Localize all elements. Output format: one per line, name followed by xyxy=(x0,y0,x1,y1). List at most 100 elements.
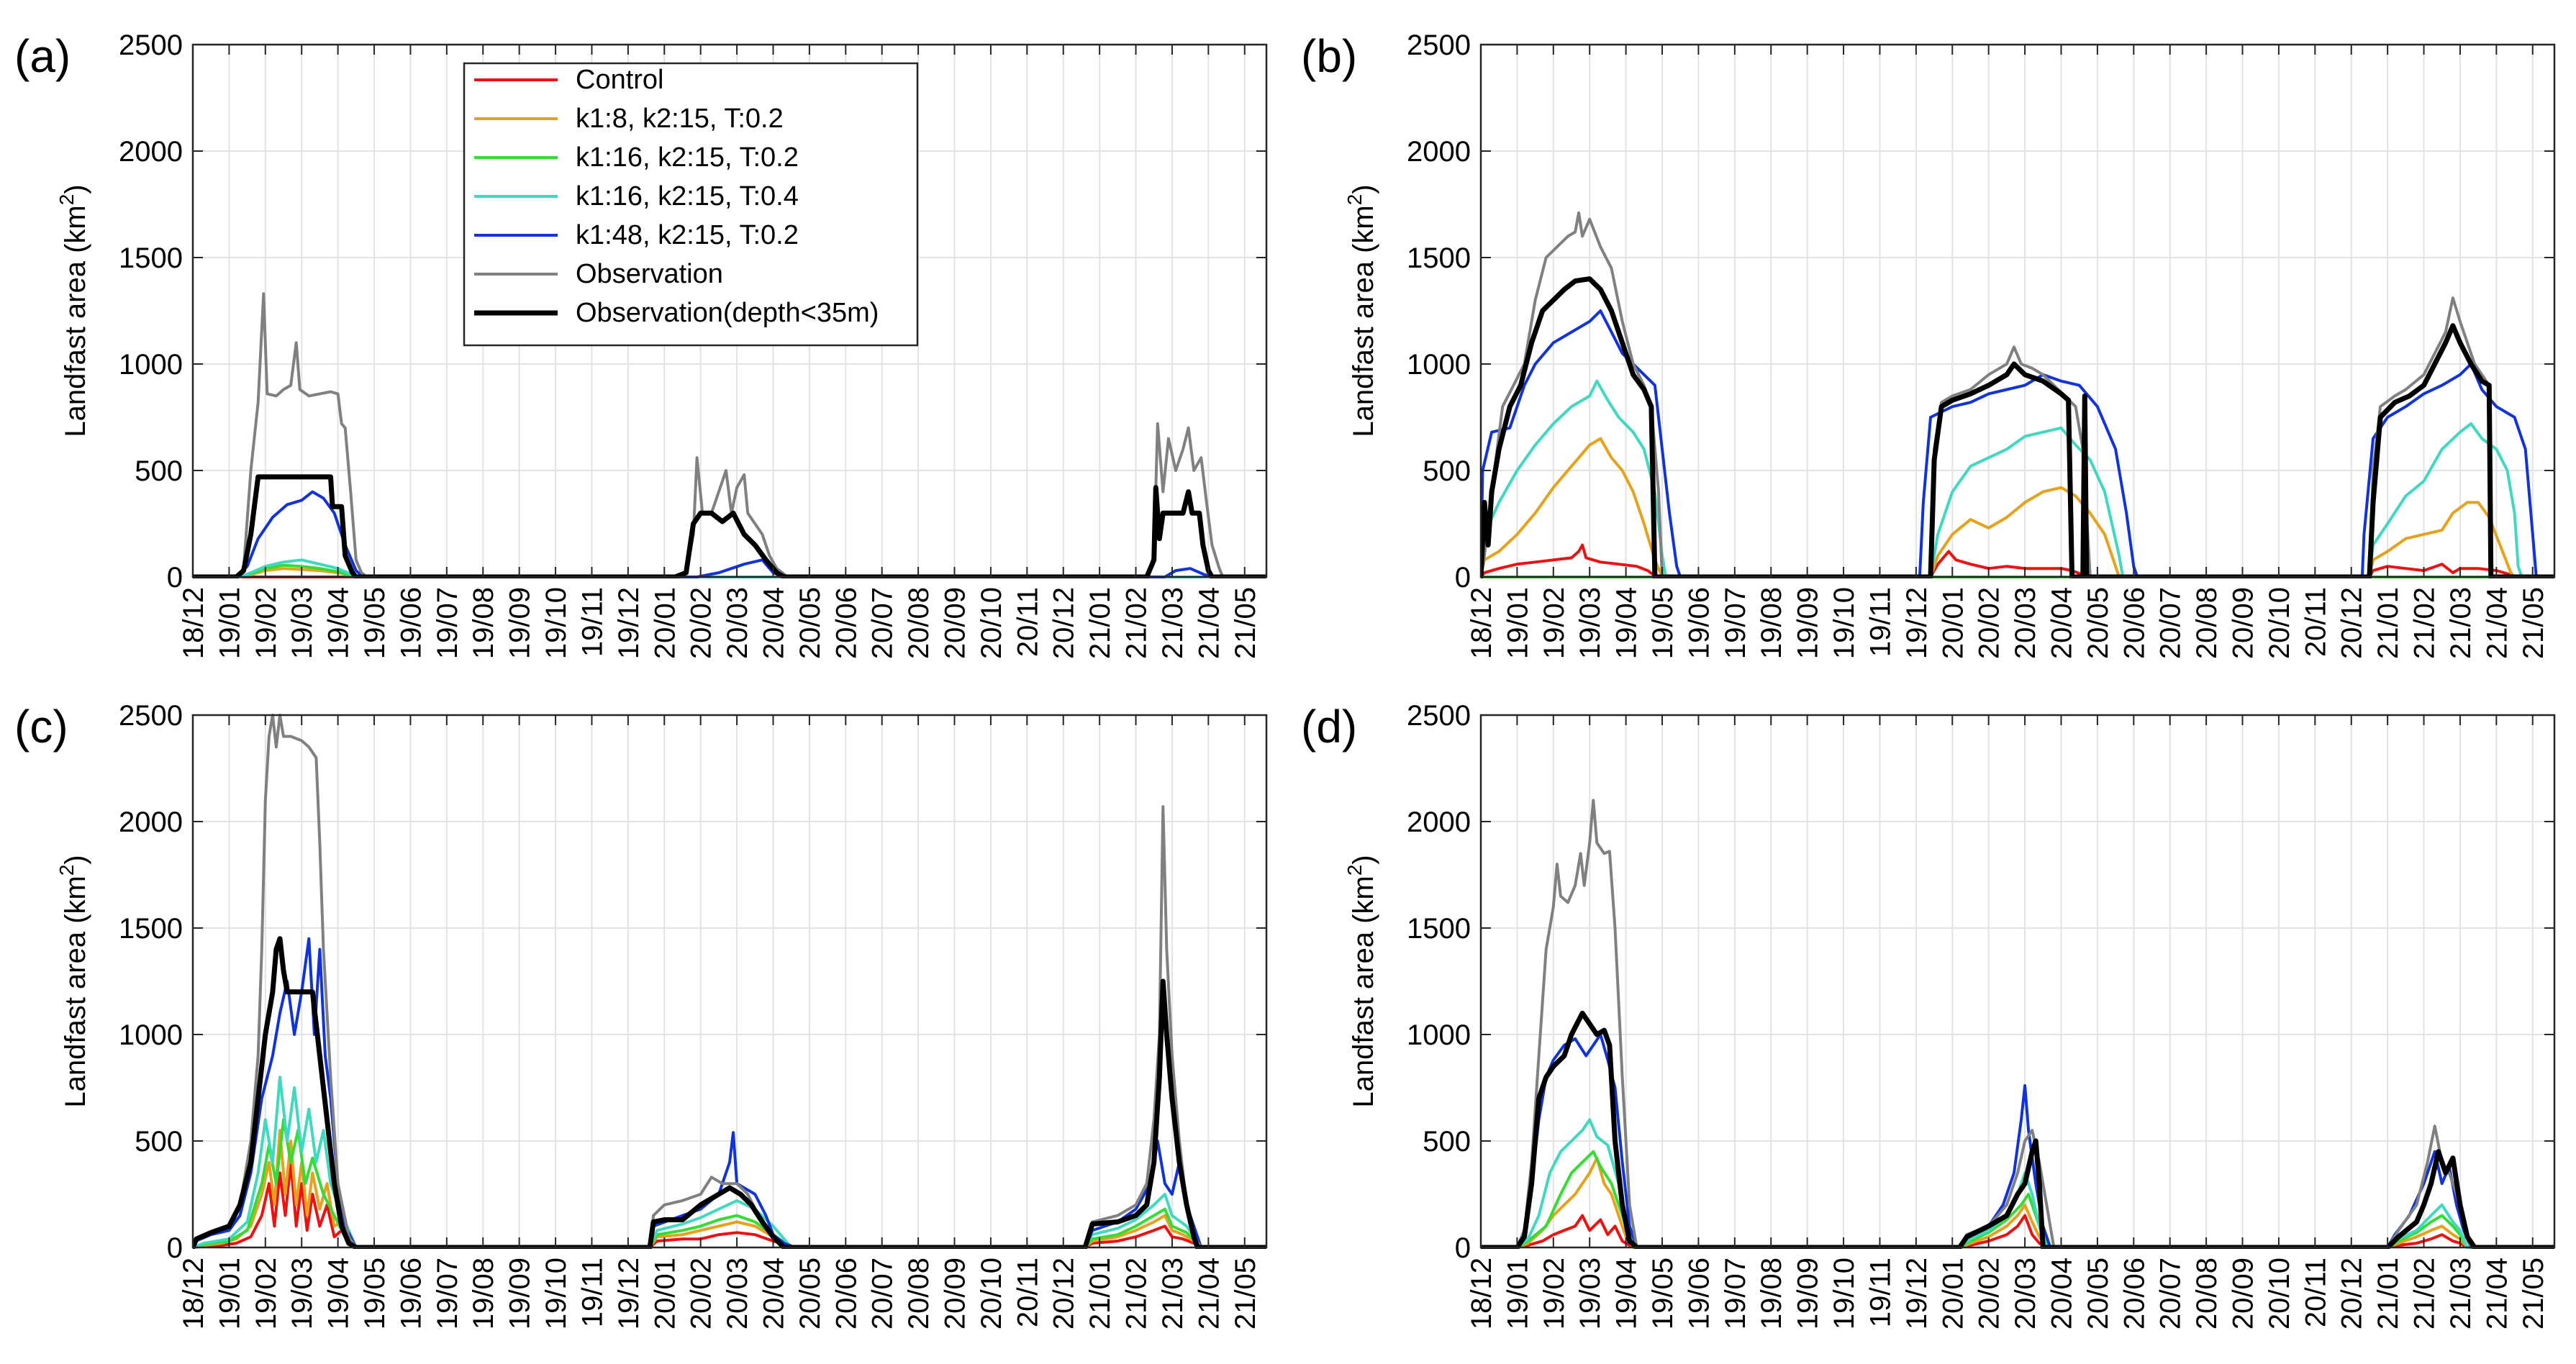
panel-label: (b) xyxy=(1301,30,1357,82)
x-tick-label: 20/02 xyxy=(1974,1258,2005,1329)
plot-area xyxy=(1481,45,2554,577)
x-tick-label: 19/01 xyxy=(1502,1258,1533,1329)
panel-label: (c) xyxy=(14,701,68,753)
x-tick-label: 19/08 xyxy=(1756,587,1787,659)
y-axis-label-sup: 2 xyxy=(55,194,78,206)
x-tick-label: 21/01 xyxy=(2372,1258,2404,1329)
x-tick-label: 19/06 xyxy=(395,587,427,659)
x-tick-label: 21/01 xyxy=(1084,587,1116,659)
y-axis-label-text: Landfast area (km xyxy=(60,205,91,437)
x-tick-label: 18/12 xyxy=(178,587,209,659)
x-tick-label: 21/03 xyxy=(2445,587,2477,659)
y-axis-label: Landfast area (km2) xyxy=(1343,184,1379,437)
series-line xyxy=(193,474,1266,578)
plot-area xyxy=(1481,715,2554,1247)
x-tick-label: 20/06 xyxy=(830,587,862,659)
x-tick-label: 19/06 xyxy=(1683,587,1715,659)
x-tick-label: 20/01 xyxy=(1937,587,1969,659)
x-tick-label: 19/03 xyxy=(286,587,318,659)
plot-area xyxy=(193,715,1266,1247)
x-tick-label: 21/01 xyxy=(2372,587,2404,659)
x-tick-label: 20/08 xyxy=(903,587,935,659)
x-tick-label: 19/06 xyxy=(395,1258,427,1329)
y-tick-label: 2500 xyxy=(119,700,183,732)
y-axis-label-text: ) xyxy=(1348,184,1379,194)
x-tick-label: 19/12 xyxy=(1901,1258,1933,1329)
x-axis: 18/12 19/01 19/02 19/03 19/04 19/05 19/06 19/07… xyxy=(178,715,1261,1329)
x-tick-label: 20/08 xyxy=(2191,587,2223,659)
legend-label: k1:16, k2:15, T:0.4 xyxy=(576,181,799,212)
x-tick-label: 19/03 xyxy=(286,1258,318,1329)
grid-lines xyxy=(1481,715,2554,1247)
x-tick-label: 19/05 xyxy=(1647,1258,1679,1329)
legend-label: Observation xyxy=(576,259,723,289)
x-tick-label: 18/12 xyxy=(1466,1258,1497,1329)
x-tick-label: 19/05 xyxy=(1647,587,1679,659)
legend-label: k1:48, k2:15, T:0.2 xyxy=(576,220,799,250)
x-tick-label: 21/03 xyxy=(1157,1258,1189,1329)
y-tick-label: 2500 xyxy=(119,29,183,61)
x-tick-label: 20/04 xyxy=(2046,1258,2077,1329)
series-line xyxy=(1481,1118,2554,1249)
x-tick-label: 20/04 xyxy=(758,587,789,659)
series-layer xyxy=(1481,799,2554,1249)
x-tick-label: 20/06 xyxy=(2118,1258,2150,1329)
legend: Control k1:8, k2:15, T:0.2 k1:16, k2:15, T… xyxy=(463,62,919,347)
y-tick-label: 1000 xyxy=(1407,349,1471,381)
x-tick-label: 20/03 xyxy=(2010,587,2041,659)
x-tick-label: 20/01 xyxy=(1937,1258,1969,1329)
y-axis: 0 500 1000 1500 2000 2500 xyxy=(119,29,1266,594)
x-tick-label: 21/05 xyxy=(1230,1258,1261,1329)
x-tick-label: 20/10 xyxy=(976,587,1007,659)
x-tick-label: 20/02 xyxy=(1974,587,2005,659)
series-line xyxy=(1481,211,2554,578)
series-line xyxy=(193,1118,1266,1249)
x-tick-label: 20/02 xyxy=(686,1258,717,1329)
y-axis-label-text: ) xyxy=(60,855,91,864)
x-tick-label: 20/11 xyxy=(1012,1258,1043,1327)
x-tick-label: 20/04 xyxy=(758,1258,789,1329)
y-tick-label: 1000 xyxy=(119,349,183,381)
x-tick-label: 20/04 xyxy=(2046,587,2077,659)
x-tick-label: 20/08 xyxy=(903,1258,935,1329)
y-tick-label: 1000 xyxy=(1407,1019,1471,1051)
x-tick-label: 19/12 xyxy=(613,1258,645,1329)
x-tick-label: 20/07 xyxy=(2155,1258,2187,1329)
x-tick-label: 20/09 xyxy=(940,587,971,659)
y-tick-label: 1500 xyxy=(119,242,183,274)
x-tick-label: 21/04 xyxy=(1193,587,1225,659)
x-tick-label: 19/08 xyxy=(1756,1258,1787,1329)
x-tick-label: 20/09 xyxy=(2228,1258,2259,1329)
x-tick-label: 19/10 xyxy=(1828,1258,1860,1329)
y-axis: 0 500 1000 1500 2000 2500 xyxy=(1407,700,2554,1264)
y-tick-label: 2000 xyxy=(119,136,183,168)
x-tick-label: 19/10 xyxy=(540,1258,572,1329)
x-axis: 18/12 19/01 19/02 19/03 19/04 19/05 19/06 19/07… xyxy=(178,45,1261,659)
y-tick-label: 0 xyxy=(1455,562,1471,594)
x-tick-label: 19/01 xyxy=(1502,587,1533,659)
chart-panel: (a) 18/12 19/01 19/02 19/03 19/04 19/05 19/06 19… xyxy=(14,29,1268,659)
x-tick-label: 19/04 xyxy=(1611,587,1643,659)
series-line xyxy=(1481,1156,2554,1249)
y-axis-label-text: Landfast area (km xyxy=(60,876,91,1107)
y-tick-label: 500 xyxy=(135,455,183,487)
y-axis-label: Landfast area (km2) xyxy=(1343,855,1379,1107)
x-tick-label: 19/12 xyxy=(613,587,645,659)
panel-label: (a) xyxy=(14,30,71,82)
y-tick-label: 2000 xyxy=(1407,806,1471,838)
x-tick-label: 20/05 xyxy=(2082,587,2114,659)
legend-label: Control xyxy=(576,65,664,95)
x-tick-label: 19/07 xyxy=(432,587,463,659)
x-tick-label: 20/07 xyxy=(867,587,899,659)
y-tick-label: 1000 xyxy=(119,1019,183,1051)
y-tick-label: 1500 xyxy=(119,913,183,945)
y-axis-label-sup: 2 xyxy=(55,865,78,876)
series-line xyxy=(1481,379,2554,578)
x-tick-label: 20/01 xyxy=(649,587,681,659)
legend-label: k1:16, k2:15, T:0.2 xyxy=(576,142,799,173)
x-tick-label: 21/02 xyxy=(2409,1258,2441,1329)
x-tick-label: 19/02 xyxy=(1538,1258,1570,1329)
x-tick-label: 19/02 xyxy=(250,1258,282,1329)
x-tick-label: 19/06 xyxy=(1683,1258,1715,1329)
